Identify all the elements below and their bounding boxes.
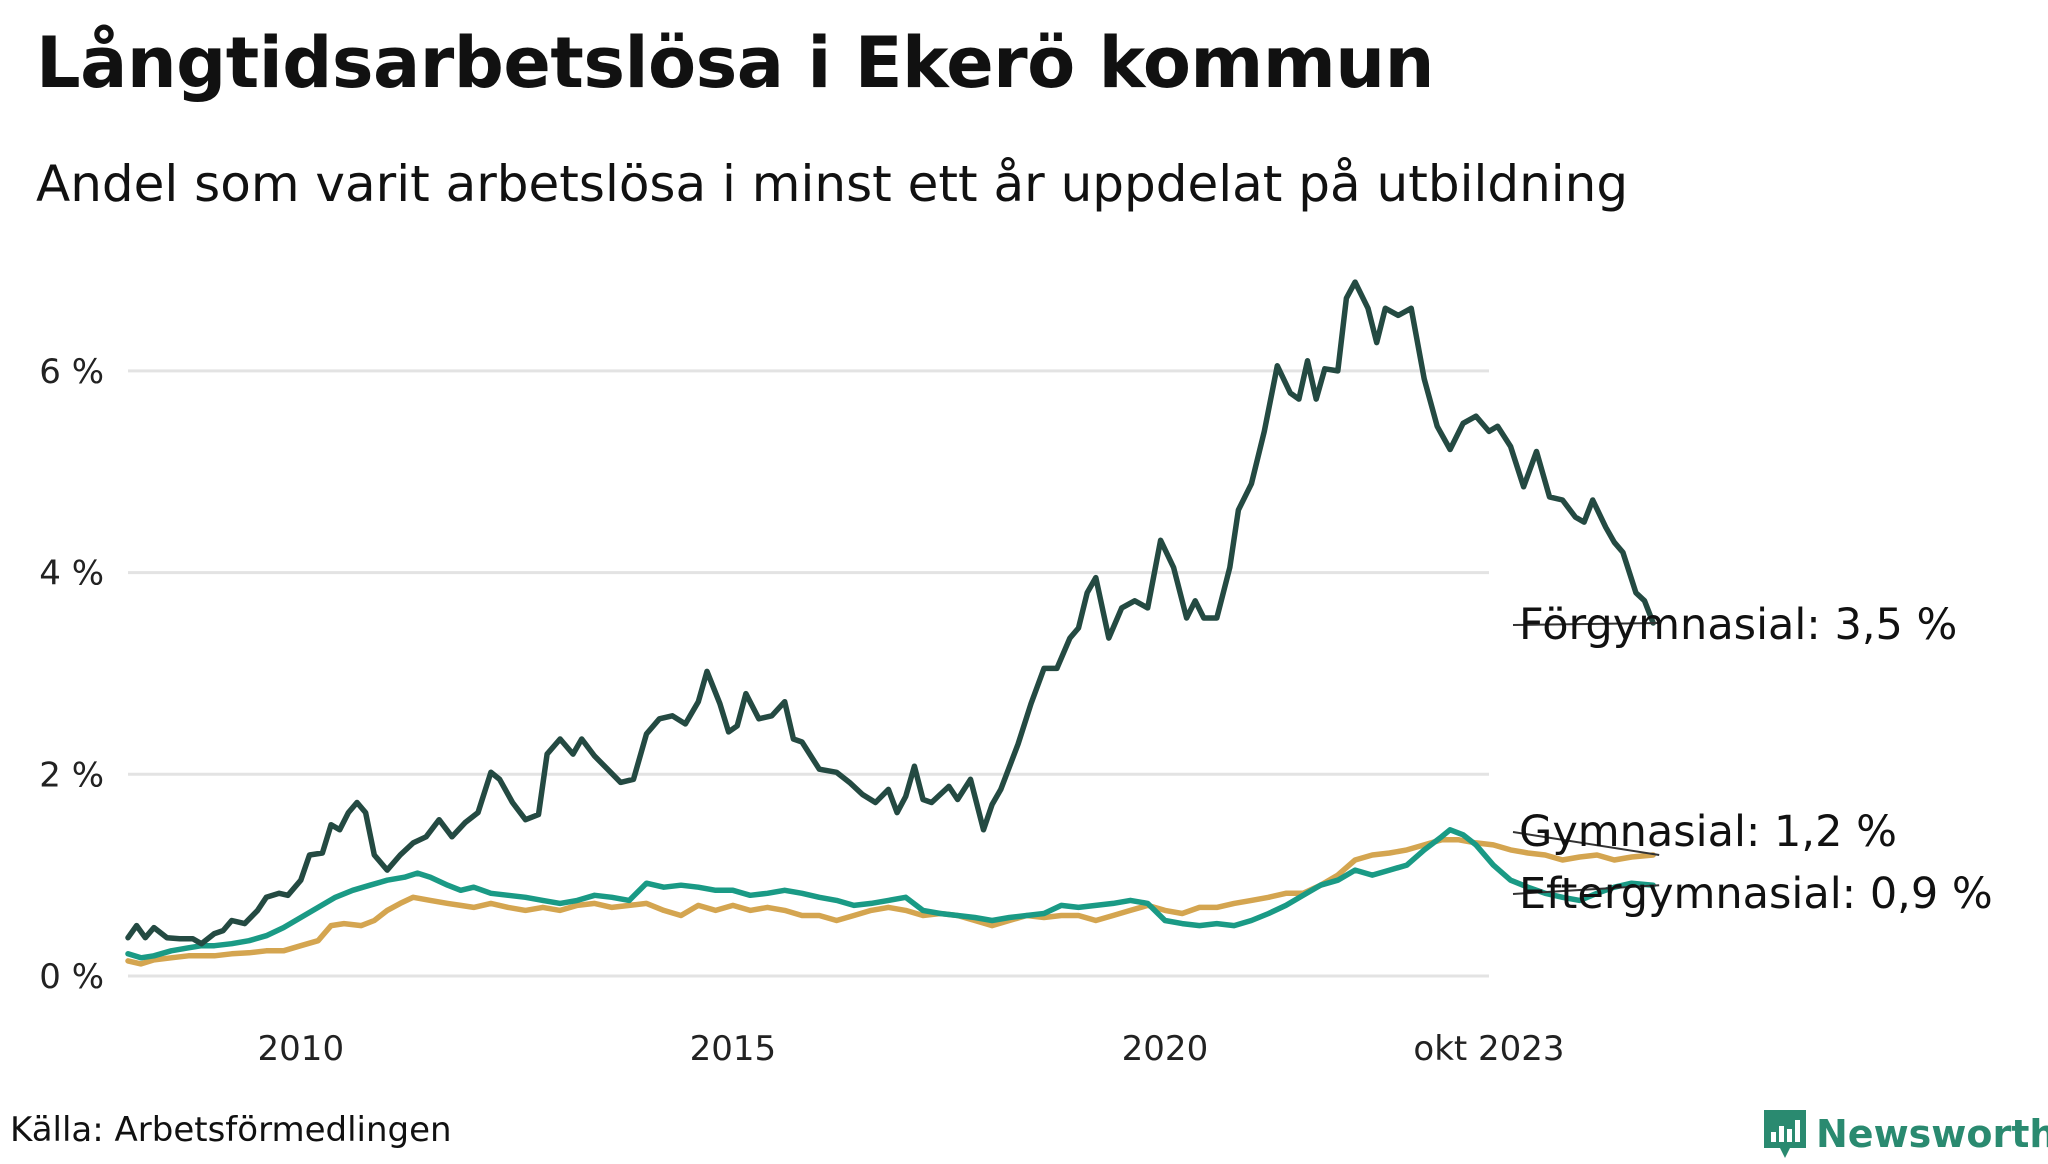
series-line-eftergymnasial (125, 827, 1656, 961)
chart-subtitle: Andel som varit arbetslösa i minst ett å… (36, 155, 1629, 213)
end-label-connector (1512, 884, 1660, 895)
x-tick-label: okt 2023 (1413, 1029, 1564, 1069)
end-label-eftergymnasial: Eftergymnasial: 0,9 % (1519, 869, 1993, 919)
x-tick-label: 2010 (258, 1029, 345, 1069)
brand-logo[interactable]: Newsworthy (1762, 1104, 2048, 1164)
end-label-gymnasial: Gymnasial: 1,2 % (1519, 807, 1897, 857)
chart-title: Långtidsarbetslösa i Ekerö kommun (36, 22, 1434, 104)
gridlines (128, 369, 1489, 978)
series-line-gymnasial (125, 837, 1656, 967)
newsworthy-logo-icon (1764, 1110, 1806, 1158)
x-axis-ticks: 2010 2015 2020 okt 2023 (258, 1029, 1565, 1069)
brand-name: Newsworthy (1816, 1112, 2048, 1156)
x-tick-label: 2020 (1122, 1029, 1209, 1069)
end-label-connector (1512, 622, 1660, 626)
end-label-connector (1512, 831, 1660, 856)
source-note: Källa: Arbetsförmedlingen (10, 1110, 452, 1150)
end-label-förgymnasial: Förgymnasial: 3,5 % (1519, 600, 1957, 650)
end-labels: Gymnasial: 1,2 % Eftergymnasial: 0,9 % För… (1512, 600, 1993, 919)
y-axis-ticks: 0 % 2 % 4 % 6 % (39, 352, 104, 997)
y-tick-label: 2 % (39, 755, 104, 795)
x-tick-label: 2015 (690, 1029, 777, 1069)
y-tick-label: 4 % (39, 554, 104, 594)
y-tick-label: 6 % (39, 352, 104, 392)
y-tick-label: 0 % (39, 957, 104, 997)
series-lines (125, 279, 1656, 967)
series-line-förgymnasial (125, 279, 1656, 947)
